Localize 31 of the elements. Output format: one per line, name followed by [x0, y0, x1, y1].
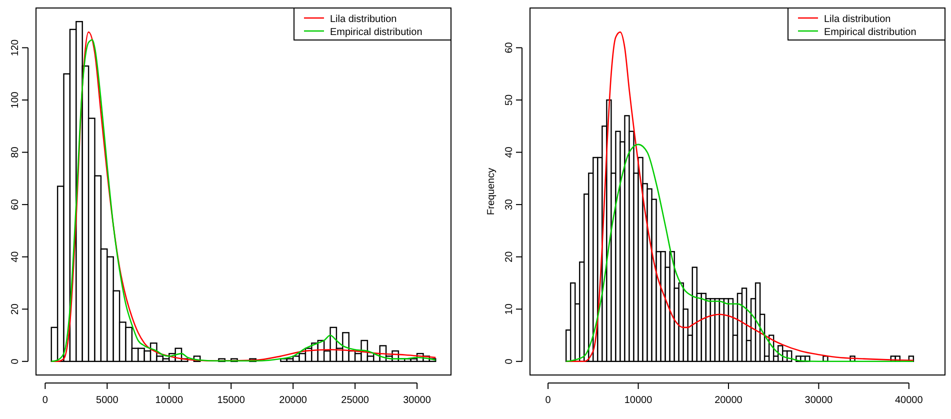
y-tick-label: 20: [10, 303, 21, 315]
x-tick-label: 0: [42, 395, 48, 406]
y-tick-label: 80: [10, 146, 21, 158]
y-tick-label: 40: [504, 146, 515, 158]
legend-label: Lila distribution: [824, 14, 891, 25]
y-tick-label: 0: [504, 358, 515, 364]
x-tick-label: 10000: [155, 395, 184, 406]
y-axis-title: Frequency: [486, 168, 497, 216]
x-tick-label: 10000: [624, 395, 653, 406]
legend-label: Lila distribution: [330, 14, 397, 25]
x-tick-label: 0: [545, 395, 552, 406]
y-tick-label: 0: [10, 358, 21, 364]
x-tick-label: 40000: [895, 395, 924, 406]
legend-label: Empirical distribution: [824, 27, 916, 38]
x-tick-label: 30000: [804, 395, 834, 406]
x-tick-label: 20000: [279, 395, 308, 406]
y-tick-label: 30: [504, 198, 515, 210]
x-tick-label: 15000: [217, 395, 246, 406]
y-tick-label: 40: [10, 250, 21, 262]
y-tick-label: 10: [504, 303, 515, 315]
y-tick-label: 50: [504, 94, 515, 106]
y-tick-label: 60: [504, 42, 515, 54]
y-tick-label: 20: [504, 250, 515, 262]
x-tick-label: 20000: [714, 395, 743, 406]
y-tick-label: 100: [10, 91, 21, 108]
y-tick-label: 120: [10, 38, 21, 56]
x-tick-label: 30000: [403, 395, 432, 406]
x-tick-label: 5000: [96, 395, 119, 406]
y-tick-label: 60: [10, 198, 21, 210]
legend-label: Empirical distribution: [330, 27, 422, 38]
x-tick-label: 25000: [341, 395, 370, 406]
